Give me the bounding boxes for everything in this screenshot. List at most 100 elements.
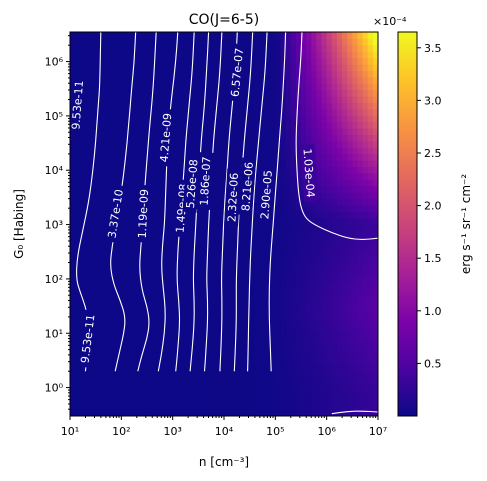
heatmap-cell	[311, 96, 317, 103]
heatmap-cell	[131, 108, 138, 116]
heatmap-cell	[121, 64, 128, 71]
heatmap-cell	[136, 390, 143, 398]
heatmap-cell	[321, 409, 328, 416]
heatmap-cell	[254, 294, 261, 302]
heatmap-cell	[121, 300, 128, 308]
heatmap-cell	[270, 115, 276, 123]
heatmap-cell	[326, 204, 333, 212]
heatmap-cell	[177, 377, 184, 385]
heatmap-cell	[295, 230, 302, 238]
heatmap-cell	[147, 275, 153, 283]
heatmap-cell	[141, 147, 148, 155]
heatmap-cell	[367, 147, 374, 155]
heatmap-cell	[285, 307, 292, 315]
heatmap-cell	[285, 256, 292, 263]
heatmap-cell	[218, 224, 225, 231]
heatmap-cell	[229, 396, 235, 404]
heatmap-cell	[100, 275, 107, 283]
heatmap-cell	[285, 96, 292, 103]
heatmap-cell	[311, 268, 317, 276]
heatmap-cell	[147, 44, 153, 52]
heatmap-cell	[136, 339, 143, 347]
heatmap-cell	[306, 121, 312, 129]
heatmap-cell	[162, 268, 169, 276]
heatmap-cell	[352, 409, 359, 416]
heatmap-cell	[131, 339, 138, 347]
heatmap-cell	[152, 153, 158, 161]
heatmap-cell	[218, 147, 225, 155]
heatmap-cell	[295, 121, 302, 129]
heatmap-cell	[336, 32, 343, 39]
heatmap-cell	[280, 179, 287, 187]
heatmap-cell	[111, 102, 117, 110]
heatmap-cell	[224, 83, 230, 91]
heatmap-cell	[147, 313, 153, 321]
heatmap-cell	[249, 230, 256, 238]
heatmap-cell	[239, 268, 246, 276]
heatmap-cell	[121, 172, 128, 180]
heatmap-cell	[347, 262, 353, 270]
heatmap-cell	[316, 38, 323, 46]
heatmap-cell	[254, 128, 261, 135]
heatmap-cell	[331, 384, 338, 391]
heatmap-cell	[295, 377, 302, 385]
heatmap-cell	[131, 96, 138, 103]
heatmap-cell	[336, 102, 343, 110]
heatmap-cell	[275, 166, 282, 174]
heatmap-cell	[321, 390, 328, 398]
heatmap-cell	[295, 51, 302, 59]
heatmap-cell	[131, 140, 138, 148]
heatmap-cell	[285, 51, 292, 59]
heatmap-cell	[136, 326, 143, 334]
heatmap-cell	[141, 409, 148, 416]
heatmap-cell	[249, 134, 256, 142]
heatmap-cell	[357, 332, 364, 340]
heatmap-cell	[265, 160, 271, 167]
heatmap-cell	[347, 128, 353, 135]
heatmap-cell	[198, 32, 205, 39]
heatmap-cell	[352, 160, 359, 167]
heatmap-cell	[157, 108, 163, 116]
heatmap-cell	[347, 83, 353, 91]
heatmap-cell	[321, 102, 328, 110]
heatmap-cell	[116, 364, 122, 372]
heatmap-cell	[177, 236, 184, 244]
heatmap-cell	[85, 108, 92, 116]
heatmap-cell	[280, 140, 287, 148]
heatmap-cell	[193, 268, 199, 276]
heatmap-cell	[295, 281, 302, 289]
heatmap-cell	[90, 140, 97, 148]
heatmap-cell	[172, 128, 179, 135]
x-axis-ticks: 10¹ 10² 10³ 10⁴ 10⁵ 10⁶ 10⁷	[61, 416, 387, 438]
heatmap-cell	[224, 326, 230, 334]
heatmap-cell	[295, 64, 302, 71]
heatmap-cell	[100, 44, 107, 52]
heatmap-cell	[70, 134, 76, 142]
heatmap-cell	[224, 307, 230, 315]
heatmap-cell	[121, 115, 128, 123]
heatmap-cell	[259, 288, 266, 295]
heatmap-cell	[259, 57, 266, 65]
heatmap-cell	[342, 230, 348, 238]
heatmap-cell	[301, 345, 307, 353]
heatmap-cell	[352, 243, 359, 251]
heatmap-cell	[372, 339, 378, 347]
heatmap-cell	[152, 364, 158, 372]
heatmap-cell	[347, 76, 353, 84]
heatmap-cell	[182, 262, 189, 270]
heatmap-cell	[249, 288, 256, 295]
heatmap-cell	[265, 352, 271, 359]
contour-label: 1.03e-04	[300, 143, 319, 203]
heatmap-cell	[126, 102, 133, 110]
heatmap-cell	[311, 396, 317, 404]
heatmap-cell	[198, 57, 205, 65]
heatmap-cell	[367, 192, 374, 199]
heatmap-cell	[239, 384, 246, 391]
heatmap-cell	[244, 230, 251, 238]
heatmap-cell	[105, 256, 112, 263]
heatmap-cell	[244, 390, 251, 398]
heatmap-cell	[357, 281, 364, 289]
heatmap-cell	[316, 115, 323, 123]
heatmap-cell	[372, 57, 378, 65]
heatmap-cell	[331, 332, 338, 340]
